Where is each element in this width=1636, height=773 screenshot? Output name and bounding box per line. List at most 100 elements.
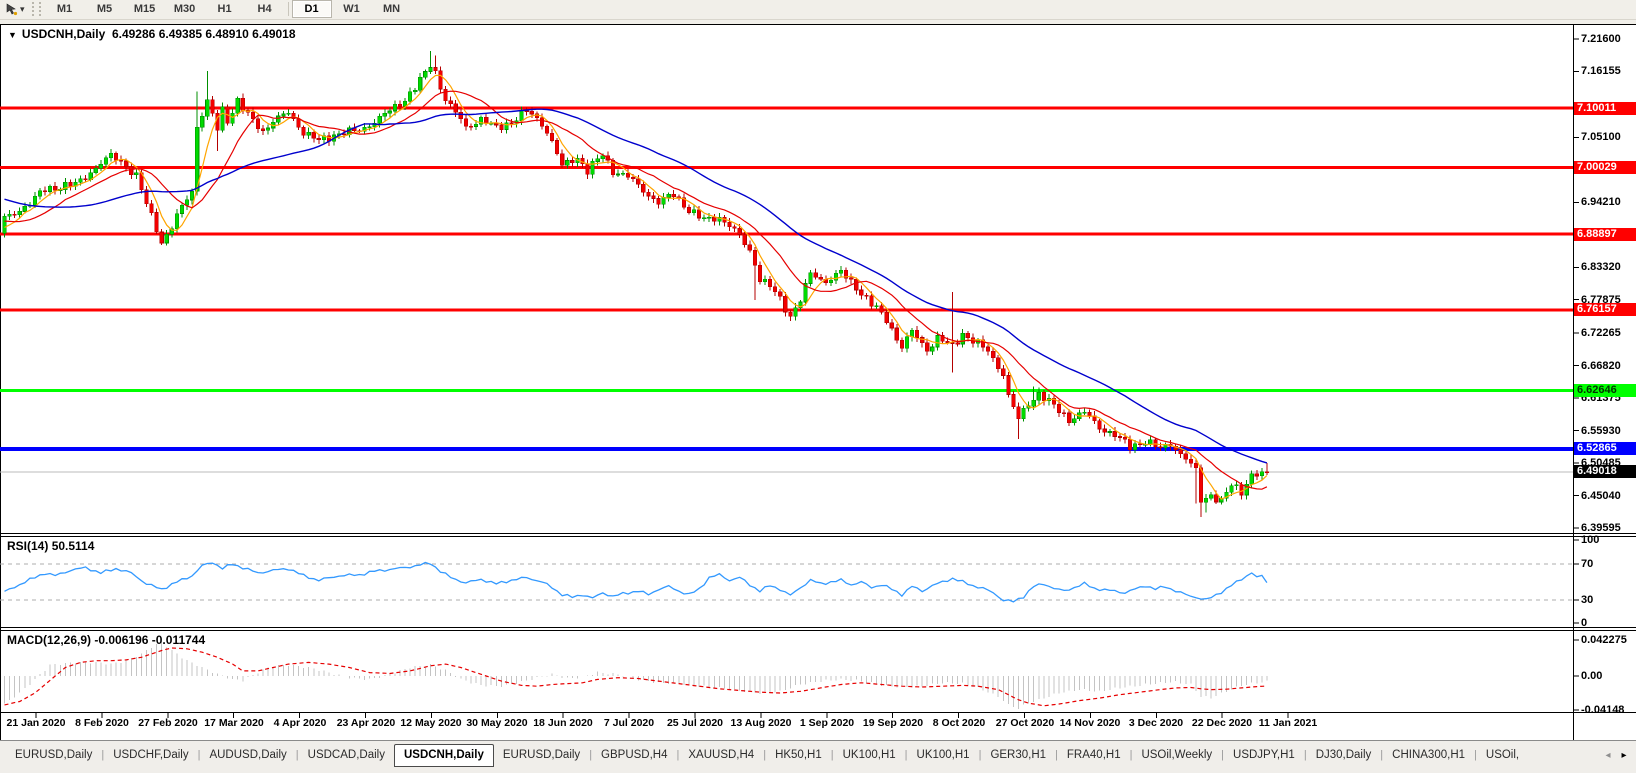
rsi-tick: 0	[1581, 617, 1588, 629]
symbol-dropdown-icon[interactable]: ▼	[8, 30, 17, 40]
chart-tab-HK50-H1[interactable]: HK50,H1	[775, 749, 822, 761]
chart-title: ▼ USDCNH,Daily 6.49286 6.49385 6.48910 6.…	[8, 27, 296, 41]
date-label: 22 Dec 2020	[1191, 717, 1253, 729]
fast-ma-line	[4, 74, 1268, 500]
rsi-line	[4, 561, 1268, 603]
chart-tab-USOil-Weekly[interactable]: USOil,Weekly	[1141, 749, 1213, 761]
chevron-down-icon[interactable]: ▾	[20, 3, 25, 14]
date-label: 27 Oct 2020	[995, 717, 1055, 729]
date-label: 8 Oct 2020	[932, 717, 986, 729]
macd-signal-line	[4, 647, 1267, 707]
current-price-label: 6.49018	[1574, 465, 1636, 478]
timeframe-button-W1[interactable]: W1	[343, 3, 360, 15]
rsi-tick: 30	[1581, 594, 1594, 606]
tab-scroll-left-icon[interactable]: ◂	[1605, 749, 1611, 761]
ohlc-high: 6.49385	[158, 27, 203, 41]
price-tick: 7.16155	[1581, 65, 1621, 77]
price-tick: 6.45040	[1581, 490, 1621, 502]
timeframe-button-group: M1 M5 M15 M30 H1 H4 D1 W1 MN	[45, 0, 412, 18]
slow-ma-line	[4, 108, 1268, 464]
ohlc-open: 6.49286	[111, 27, 156, 41]
date-label: 21 Jan 2020	[6, 717, 66, 729]
chart-tab-USOil-[interactable]: USOil,	[1485, 749, 1520, 761]
chart-tab-USDJPY-H1[interactable]: USDJPY,H1	[1233, 749, 1295, 761]
price-tick: 7.21600	[1581, 33, 1621, 45]
tab-separator: |	[978, 749, 982, 761]
chart-tab-GER30-H1[interactable]: GER30,H1	[990, 749, 1047, 761]
price-tick: 6.39595	[1581, 522, 1621, 534]
tab-separator: |	[589, 749, 593, 761]
tab-separator: |	[763, 749, 767, 761]
tab-separator: |	[1380, 749, 1384, 761]
date-label: 8 Feb 2020	[75, 717, 129, 729]
date-label: 18 Jun 2020	[533, 717, 593, 729]
price-tick: 6.55930	[1581, 425, 1621, 437]
price-tick: 6.83320	[1581, 261, 1621, 273]
date-label: 30 May 2020	[466, 717, 528, 729]
timeframe-button-M1[interactable]: M1	[56, 3, 73, 15]
timeframe-button-H4[interactable]: H4	[257, 3, 272, 15]
crosshair-tool-icon[interactable]	[2, 2, 20, 17]
price-tick: 6.66820	[1581, 360, 1621, 372]
hline-price-label: 6.62646	[1574, 384, 1636, 397]
macd-tick: 0.042275	[1581, 634, 1627, 646]
chart-tab-USDCNH-Daily[interactable]: USDCNH,Daily	[393, 743, 494, 767]
hline-price-label: 6.88897	[1574, 228, 1636, 241]
chart-tab-GBPUSD-H4[interactable]: GBPUSD,H4	[601, 749, 668, 761]
price-tick: 6.94210	[1581, 196, 1621, 208]
timeframe-button-M30[interactable]: M30	[173, 3, 196, 15]
timeframe-button-MN[interactable]: MN	[382, 3, 401, 15]
chart-tab-FRA40-H1[interactable]: FRA40,H1	[1066, 749, 1121, 761]
price-tick: 7.05100	[1581, 131, 1621, 143]
tab-separator: |	[676, 749, 680, 761]
date-label: 11 Jan 2021	[1258, 717, 1318, 729]
date-label: 25 Jul 2020	[666, 717, 724, 729]
macd-label: MACD(12,26,9) -0.006196 -0.011744	[7, 633, 206, 647]
tab-separator: |	[1055, 749, 1058, 761]
tab-separator: |	[1129, 749, 1133, 761]
hline-price-label: 6.52865	[1574, 442, 1636, 455]
hline-price-label: 7.00029	[1574, 161, 1636, 174]
date-label: 23 Apr 2020	[336, 717, 396, 729]
chart-tab-USDCAD-Daily[interactable]: USDCAD,Daily	[307, 749, 385, 761]
date-label: 14 Nov 2020	[1059, 717, 1121, 729]
ohlc-close: 6.49018	[252, 27, 296, 41]
tab-separator: |	[197, 749, 201, 761]
chart-tab-USDCHF-Daily[interactable]: USDCHF,Daily	[113, 749, 189, 761]
tab-separator: |	[1303, 749, 1307, 761]
chart-tab-EURUSD-Daily[interactable]: EURUSD,Daily	[15, 749, 93, 761]
toolbar-separator	[287, 2, 289, 16]
date-label: 3 Dec 2020	[1128, 717, 1184, 729]
timeframe-button-D1[interactable]: D1	[291, 0, 332, 18]
chart-tab-DJ30-Daily[interactable]: DJ30,Daily	[1315, 749, 1372, 761]
hline-price-label: 6.76157	[1574, 303, 1636, 316]
chart-tab-bar: EURUSD,Daily | USDCHF,Daily | AUDUSD,Daily | U…	[0, 740, 1636, 773]
toolbar-grip	[31, 2, 41, 16]
price-tick: 6.72265	[1581, 327, 1621, 339]
timeframe-button-M5[interactable]: M5	[96, 3, 113, 15]
rsi-label: RSI(14) 50.5114	[7, 539, 95, 553]
date-label: 27 Feb 2020	[138, 717, 198, 729]
chart-tab-UK100-H1[interactable]: UK100,H1	[916, 749, 970, 761]
chart-tab-EURUSD-Daily[interactable]: EURUSD,Daily	[502, 749, 581, 761]
tab-scroll-right-icon[interactable]: ▸	[1621, 749, 1627, 761]
tab-separator: |	[1474, 749, 1477, 761]
date-label: 4 Apr 2020	[273, 717, 327, 729]
date-label: 13 Aug 2020	[730, 717, 792, 729]
tab-scroll-buttons: ◂ ▸	[1600, 743, 1636, 767]
chart-tab-XAUUSD-H4[interactable]: XAUUSD,H4	[688, 749, 755, 761]
macd-tick: -0.04148	[1581, 704, 1625, 716]
rsi-value: 50.5114	[51, 539, 95, 553]
chart-tab-AUDUSD-Daily[interactable]: AUDUSD,Daily	[209, 749, 287, 761]
chart-tab-UK100-H1[interactable]: UK100,H1	[842, 749, 896, 761]
timeframe-button-H1[interactable]: H1	[217, 3, 232, 15]
chart-tab-CHINA300-H1[interactable]: CHINA300,H1	[1392, 749, 1466, 761]
date-label: 7 Jul 2020	[603, 717, 655, 729]
tab-separator: |	[1221, 749, 1225, 761]
tab-separator: |	[904, 749, 908, 761]
symbol-name: USDCNH,Daily	[21, 27, 106, 41]
mid-ma-line	[4, 90, 1268, 490]
timeframe-button-M15[interactable]: M15	[133, 3, 156, 15]
